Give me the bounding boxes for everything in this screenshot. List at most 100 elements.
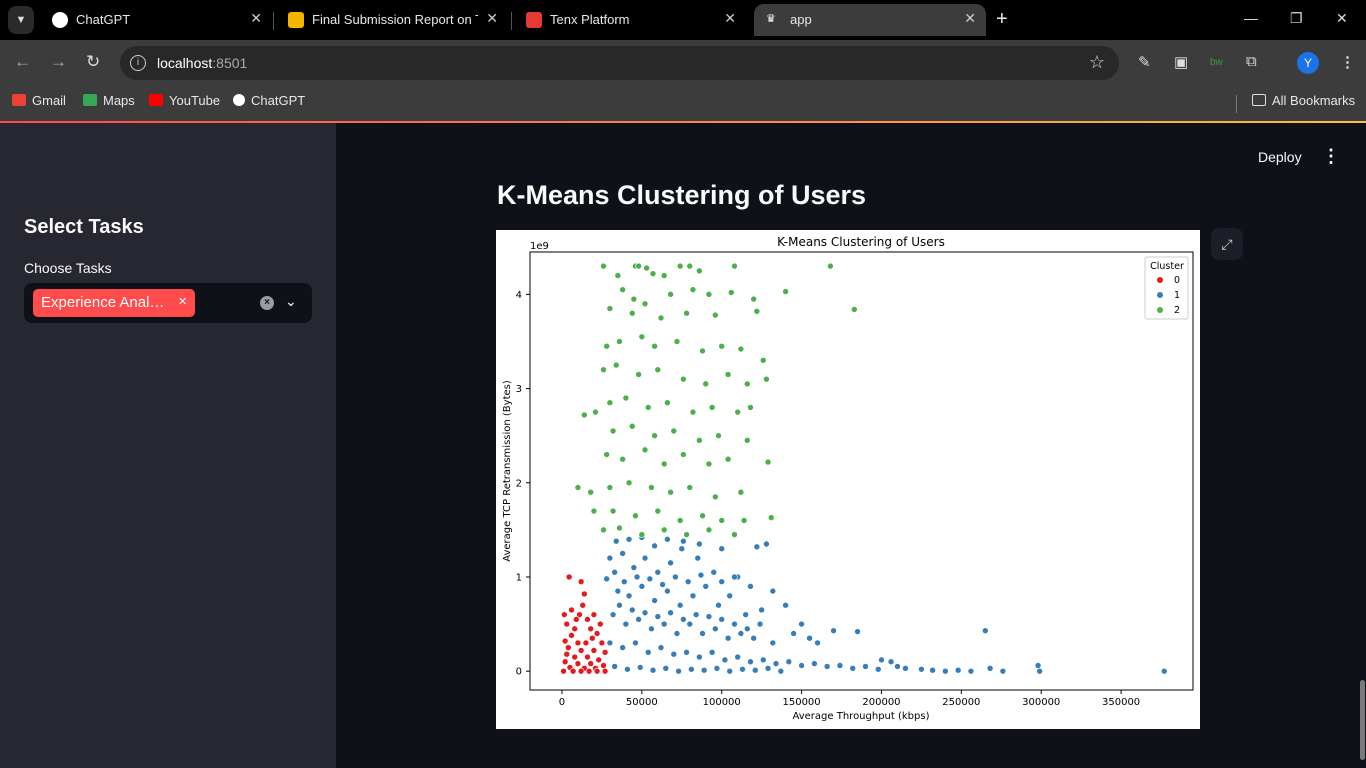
cluster-1-point: [625, 592, 633, 600]
cluster-1-point: [967, 667, 975, 675]
cluster-2-point: [622, 394, 630, 402]
profile-avatar[interactable]: Y: [1297, 52, 1319, 74]
cluster-2-point: [660, 272, 668, 279]
site-info-icon[interactable]: i: [130, 55, 146, 71]
cluster-2-point: [592, 408, 599, 416]
close-tab-icon[interactable]: ✕: [724, 10, 736, 26]
close-tab-icon[interactable]: ✕: [486, 10, 498, 26]
bookmark-chatgpt[interactable]: ChatGPT: [233, 93, 305, 108]
cluster-1-point: [764, 665, 772, 672]
remove-chip-icon[interactable]: ×: [178, 293, 187, 310]
forward-icon[interactable]: →: [50, 52, 67, 71]
cluster-1-point: [878, 656, 885, 664]
tab-app[interactable]: ♛ app ✕: [754, 4, 986, 36]
cluster-2-point: [651, 432, 658, 439]
reading-mode-icon[interactable]: ▣: [1174, 54, 1189, 71]
bookmark-label: Gmail: [32, 93, 66, 108]
close-tab-icon[interactable]: ✕: [250, 10, 262, 26]
tab-final-submission[interactable]: Final Submission Report on Tell ✕: [276, 4, 508, 36]
cluster-0-point: [569, 667, 577, 675]
cluster-2-point: [638, 333, 646, 341]
cluster-1-point: [664, 587, 671, 595]
all-bookmarks-button[interactable]: All Bookmarks: [1252, 93, 1355, 108]
cluster-1-point: [1160, 667, 1168, 675]
cluster-1-point: [1036, 667, 1043, 675]
cluster-2-point: [724, 455, 732, 463]
tasks-multiselect[interactable]: Experience Analytics × × ⌄: [24, 283, 312, 323]
cluster-2-point: [654, 366, 662, 374]
cluster-2-point: [676, 517, 684, 524]
cluster-1-point: [662, 665, 670, 672]
restore-icon[interactable]: ❐: [1290, 10, 1303, 26]
cluster-1-point: [651, 597, 658, 604]
clear-all-icon[interactable]: ×: [260, 296, 274, 310]
tab-list-button[interactable]: ▼: [8, 6, 34, 34]
cluster-1-point: [651, 542, 658, 550]
cluster-0-point: [573, 616, 580, 623]
cluster-2-point: [702, 380, 710, 388]
bookmark-maps[interactable]: Maps: [83, 93, 135, 108]
tab-tenx-platform[interactable]: Tenx Platform ✕: [514, 4, 746, 36]
back-icon[interactable]: ←: [14, 52, 31, 71]
x-tick-label: 100000: [703, 697, 741, 708]
cluster-1-point: [641, 554, 649, 562]
cluster-1-point: [785, 658, 793, 666]
cluster-2-point: [673, 338, 681, 345]
chart-title: K-Means Clustering of Users: [777, 235, 945, 249]
cluster-2-point: [696, 437, 703, 444]
cluster-1-point: [619, 550, 626, 557]
minimize-icon[interactable]: —: [1244, 10, 1258, 26]
cluster-0-point: [560, 667, 567, 675]
axis-ticks: 0 50000 100000 150000 200000 250000 300000 3500…: [516, 290, 1141, 708]
cluster-1-point: [790, 630, 797, 637]
cluster-1-point: [777, 667, 785, 675]
browser-toolbar: ← → ↻ i localhost:8501 ☆ ✎ ▣ bw ⧉ Y ⋮: [0, 40, 1366, 86]
cluster-1-point: [625, 535, 633, 543]
reload-icon[interactable]: ↻: [86, 52, 101, 71]
deploy-button[interactable]: Deploy: [1258, 149, 1302, 165]
browser-menu-icon[interactable]: ⋮: [1340, 54, 1355, 71]
cluster-2-point: [606, 484, 614, 491]
cluster-2-point: [649, 270, 657, 277]
cluster-2-point: [763, 375, 770, 383]
cluster-1-point: [894, 663, 901, 670]
bookmark-youtube[interactable]: YouTube: [149, 93, 220, 108]
cluster-0-point: [561, 658, 569, 666]
y-tick-label: 4: [516, 290, 522, 301]
close-window-icon[interactable]: ✕: [1336, 10, 1348, 26]
cluster-0-point: [568, 606, 575, 614]
bookmark-star-icon[interactable]: ☆: [1088, 52, 1105, 72]
cluster-2-point: [743, 437, 751, 444]
tab-chatgpt[interactable]: ChatGPT ✕: [40, 4, 272, 36]
cluster-0-point: [581, 590, 588, 598]
fullscreen-icon[interactable]: ⤢: [1211, 228, 1243, 260]
cluster-1-point: [609, 611, 617, 618]
x-tick-label: 200000: [862, 697, 900, 708]
cluster-0-point: [574, 639, 582, 647]
cluster-2-point: [686, 262, 694, 270]
legend-marker: [1157, 292, 1163, 298]
extension-icon[interactable]: bw: [1210, 57, 1223, 68]
cluster-2-point: [764, 458, 772, 466]
cluster-1-point: [724, 634, 732, 642]
cluster-2-point: [737, 345, 745, 353]
main-menu-icon[interactable]: ⋮: [1322, 146, 1340, 166]
extensions-puzzle-icon[interactable]: ⧉: [1246, 53, 1257, 70]
bookmark-gmail[interactable]: Gmail: [12, 93, 66, 108]
slides-icon: [288, 12, 304, 28]
cluster-1-point: [680, 537, 687, 545]
scrollbar[interactable]: [1360, 680, 1365, 760]
cluster-1-point: [862, 663, 869, 670]
close-tab-icon[interactable]: ✕: [964, 10, 976, 26]
x-tick-label: 150000: [782, 697, 820, 708]
eyedropper-icon[interactable]: ✎: [1138, 54, 1151, 71]
cluster-2-point: [683, 531, 690, 538]
cluster-2-point: [734, 408, 741, 416]
bookmarks-bar: Gmail Maps YouTube ChatGPT All Bookmarks: [0, 86, 1366, 122]
new-tab-button[interactable]: +: [996, 8, 1008, 30]
cluster-1-point: [641, 609, 649, 617]
chevron-down-icon[interactable]: ⌄: [285, 293, 297, 309]
cluster-1-point: [750, 634, 757, 642]
address-bar[interactable]: i localhost:8501 ☆: [120, 46, 1119, 80]
cluster-1-point: [672, 573, 679, 581]
